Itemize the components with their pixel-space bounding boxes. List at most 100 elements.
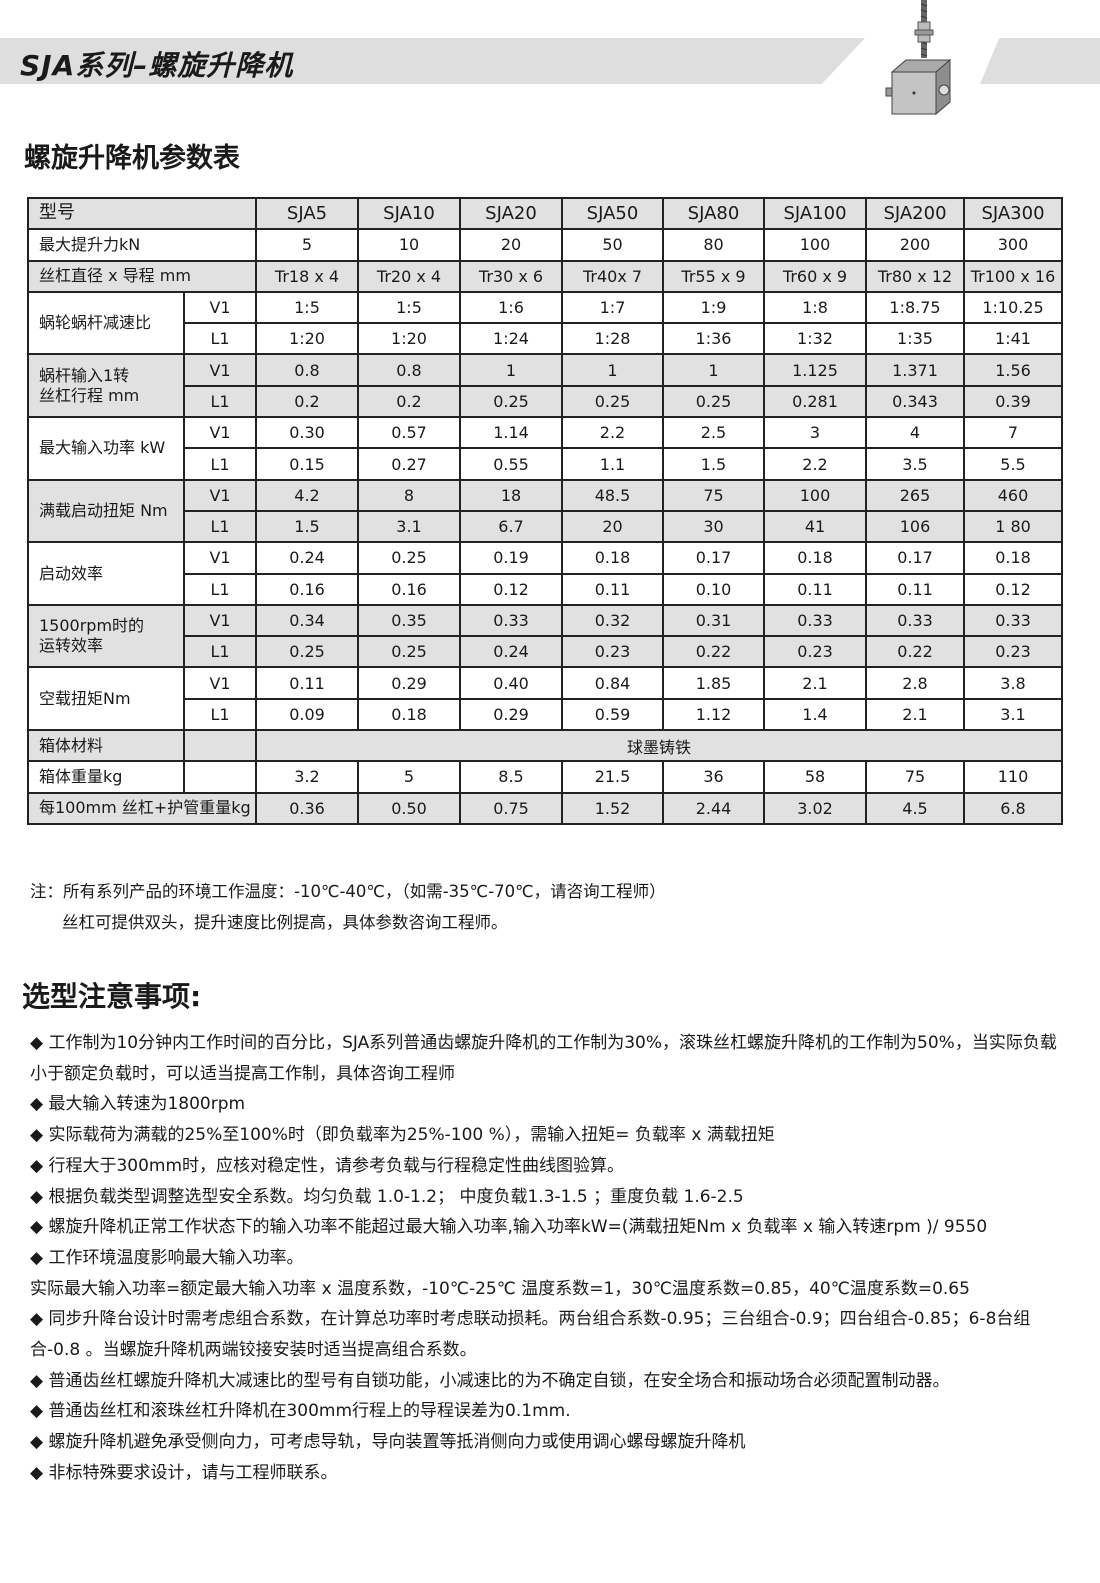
table-cell: 50 — [561, 228, 664, 262]
sub-label: L1 — [183, 635, 257, 669]
group-label: 空载扭矩Nm — [27, 666, 185, 732]
row-label: 型号 — [27, 196, 257, 231]
table-cell: 球墨铸铁 — [255, 729, 1063, 763]
table-cell: 0.50 — [357, 791, 461, 825]
group-label-line: 1500rpm时的 — [39, 616, 145, 636]
sub-label: V1 — [183, 290, 257, 325]
table-cell: 0.11 — [865, 572, 965, 606]
sub-label: L1 — [183, 572, 257, 606]
table-cell: 1:8 — [763, 290, 867, 325]
table-cell: 0.40 — [459, 666, 563, 700]
sub-label: L1 — [183, 322, 257, 356]
table-row: L1 1:20 1:20 1:24 1:28 1:36 1:32 1:35 1:41 — [28, 322, 1063, 356]
table-cell: 0.24 — [255, 541, 359, 575]
table-cell: 0.84 — [561, 666, 664, 700]
table-cell: 1.52 — [561, 791, 664, 825]
table-cell: 1.12 — [662, 697, 765, 732]
tip-item: ◆ 普通齿丝杠螺旋升降机大减速比的型号有自锁功能，小减速比的为不确定自锁，在安全… — [30, 1370, 950, 1391]
table-row: 空载扭矩Nm V1 0.11 0.29 0.40 0.84 1.85 2.1 2.8 3.8 — [27, 666, 1063, 732]
tip-item: ◆ 同步升降台设计时需考虑组合系数，在计算总功率时考虑联动损耗。两台组合系数-0… — [30, 1309, 1031, 1361]
parameter-table: 型号 SJA5 SJA10 SJA20 SJA50 SJA80 SJA100 SJA200 SJ… — [27, 196, 1063, 825]
table-cell: 1:7 — [561, 290, 664, 325]
tip-item: ◆ 根据负载类型调整选型安全系数。均匀负载 1.0-1.2； 中度负载1.3-1… — [30, 1186, 744, 1207]
table-row: 型号 SJA5 SJA10 SJA20 SJA50 SJA80 SJA100 SJA200 SJ… — [27, 196, 1063, 231]
table-cell: 1:35 — [865, 322, 965, 356]
tips-title: 选型注意事项: — [22, 980, 202, 1013]
table-cell: 1.4 — [763, 697, 867, 732]
table-cell: 0.2 — [357, 384, 461, 419]
table-cell: 0.27 — [357, 447, 461, 481]
group-label-line: 满载启动扭矩 Nm — [39, 500, 168, 520]
table-cell: 0.36 — [255, 791, 359, 825]
table-cell: 6.8 — [963, 791, 1063, 825]
table-cell: 2.44 — [662, 791, 765, 825]
table-cell: 0.25 — [255, 635, 359, 669]
table-cell: 1:20 — [255, 322, 359, 356]
table-row: L1 0.25 0.25 0.24 0.23 0.22 0.23 0.22 0.23 — [28, 635, 1063, 669]
table-cell: 3.02 — [763, 791, 867, 825]
table-cell: 1.125 — [763, 353, 867, 387]
table-cell: 2.2 — [561, 416, 664, 450]
table-row: L1 0.15 0.27 0.55 1.1 1.5 2.2 3.5 5.5 — [28, 447, 1063, 481]
table-cell: 1.14 — [459, 416, 563, 450]
table-row: L1 0.16 0.16 0.12 0.11 0.10 0.11 0.11 0.12 — [28, 572, 1063, 606]
table-cell: 0.22 — [662, 635, 765, 669]
table-cell: 1.371 — [865, 353, 965, 387]
table-cell: 0.25 — [357, 541, 461, 575]
table-cell: 0.11 — [255, 666, 359, 700]
table-cell: 1:5 — [255, 290, 359, 325]
table-cell: 0.33 — [963, 603, 1063, 638]
table-cell: 4.5 — [865, 791, 965, 825]
tip-item: ◆ 螺旋升降机避免承受侧向力，可考虑导轨，导向装置等抵消侧向力或使用调心螺母螺旋… — [30, 1432, 746, 1453]
table-cell: 460 — [963, 478, 1063, 512]
table-row: 箱体材料 球墨铸铁 — [27, 729, 1063, 763]
table-cell: 80 — [662, 228, 765, 262]
note-line: 丝杠可提供双头，提升速度比例提高，具体参数咨询工程师。 — [62, 913, 508, 932]
table-cell: 0.12 — [459, 572, 563, 606]
tips-list: ◆ 工作制为10分钟内工作时间的百分比，SJA系列普通齿螺旋升降机的工作制为30… — [30, 1028, 1070, 1489]
table-cell: 36 — [662, 760, 765, 794]
column-header: SJA10 — [357, 196, 461, 231]
table-cell: 0.75 — [459, 791, 563, 825]
series-title: SJA系列–螺旋升降机 — [20, 49, 294, 82]
sub-label: V1 — [183, 353, 257, 387]
table-cell: 10 — [357, 228, 461, 262]
table-cell: 100 — [763, 478, 867, 512]
table-cell: 3 — [763, 416, 867, 450]
table-cell: 0.17 — [662, 541, 765, 575]
column-header: SJA20 — [459, 196, 563, 231]
column-header: SJA300 — [963, 196, 1063, 231]
table-cell: Tr20 x 4 — [357, 259, 461, 293]
table-cell: 0.57 — [357, 416, 461, 450]
table-cell: Tr55 x 9 — [662, 259, 765, 293]
tip-item: 实际最大输入功率=额定最大输入功率 x 温度系数，-10℃-25℃ 温度系数=1… — [30, 1278, 970, 1299]
table-cell: 1:36 — [662, 322, 765, 356]
table-cell: 0.25 — [459, 384, 563, 419]
table-row: 1500rpm时的 运转效率 V1 0.34 0.35 0.33 0.32 0.31 0.33 0… — [27, 603, 1063, 669]
table-cell: 0.16 — [357, 572, 461, 606]
table-cell: 300 — [963, 228, 1063, 262]
table-cell: 0.10 — [662, 572, 765, 606]
table-cell: Tr30 x 6 — [459, 259, 563, 293]
sub-label: L1 — [183, 447, 257, 481]
table-cell: Tr60 x 9 — [763, 259, 867, 293]
table-cell: 75 — [662, 478, 765, 512]
group-label: 蜗杆输入1转 丝杠行程 mm — [27, 353, 185, 419]
row-label: 丝杠直径 x 导程 mm — [27, 259, 257, 293]
table-row: 箱体重量kg 3.2 5 8.5 21.5 36 58 75 110 — [27, 760, 1063, 794]
table-cell: 5 — [357, 760, 461, 794]
table-cell: 0.25 — [561, 384, 664, 419]
table-cell: 0.19 — [459, 541, 563, 575]
row-label: 箱体重量kg — [27, 760, 185, 794]
table-cell: 1.1 — [561, 447, 664, 481]
table-cell: 0.25 — [662, 384, 765, 419]
group-label: 启动效率 — [27, 541, 185, 606]
table-cell: 110 — [963, 760, 1063, 794]
table-cell: 0.16 — [255, 572, 359, 606]
sub-label: L1 — [183, 384, 257, 419]
table-cell: 0.35 — [357, 603, 461, 638]
table-cell: 5.5 — [963, 447, 1063, 481]
table-cell: 0.30 — [255, 416, 359, 450]
group-label-line: 蜗杆输入1转 — [39, 365, 130, 385]
table-cell: 100 — [763, 228, 867, 262]
